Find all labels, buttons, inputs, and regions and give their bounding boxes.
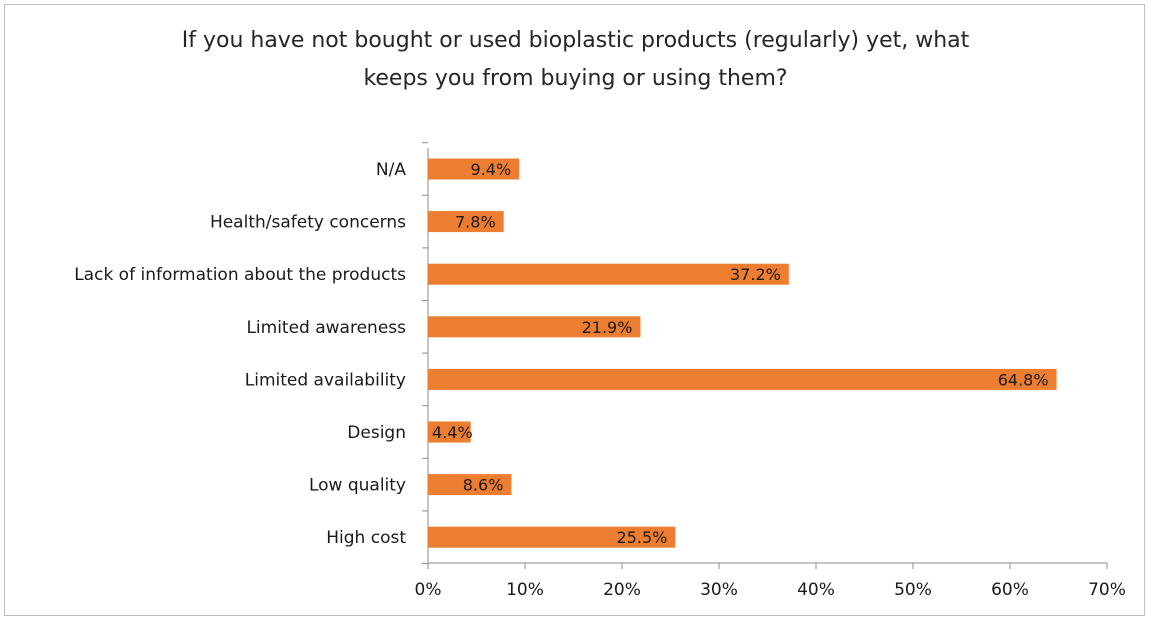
chart-title-line-2: keeps you from buying or using them? <box>363 66 788 91</box>
category-label: Low quality <box>309 476 406 496</box>
category-label: Limited awareness <box>246 318 406 338</box>
x-tick-label: 0% <box>415 580 442 600</box>
chart-title: If you have not bought or used bioplasti… <box>0 22 1151 98</box>
data-label: 37.2% <box>730 265 781 284</box>
bar <box>428 474 512 496</box>
category-label: Lack of information about the products <box>74 265 406 285</box>
bar <box>428 316 641 338</box>
category-label: Design <box>347 423 406 443</box>
bar <box>428 211 504 233</box>
x-tick-label: 40% <box>797 580 835 600</box>
category-label: Health/safety concerns <box>210 213 406 233</box>
data-label: 25.5% <box>617 528 668 547</box>
x-tick-label: 60% <box>991 580 1029 600</box>
x-tick-label: 70% <box>1088 580 1126 600</box>
data-label: 7.8% <box>455 213 496 232</box>
data-label: 9.4% <box>471 160 512 179</box>
x-tick-label: 30% <box>700 580 738 600</box>
x-tick-label: 50% <box>894 580 932 600</box>
bar <box>428 421 471 443</box>
bar <box>428 263 789 285</box>
bar <box>428 526 676 548</box>
bar <box>428 158 520 180</box>
data-label: 8.6% <box>463 476 504 495</box>
category-label: High cost <box>326 528 406 548</box>
x-tick-label: 10% <box>506 580 544 600</box>
bar <box>428 368 1057 390</box>
x-tick-label: 20% <box>603 580 641 600</box>
chart-frame <box>4 4 1145 616</box>
category-label: N/A <box>376 160 406 180</box>
data-label: 4.4% <box>432 423 473 442</box>
chart-title-line-1: If you have not bought or used bioplasti… <box>181 28 970 53</box>
data-label: 21.9% <box>582 318 633 337</box>
data-label: 64.8% <box>998 370 1049 389</box>
category-label: Limited availability <box>245 370 406 390</box>
